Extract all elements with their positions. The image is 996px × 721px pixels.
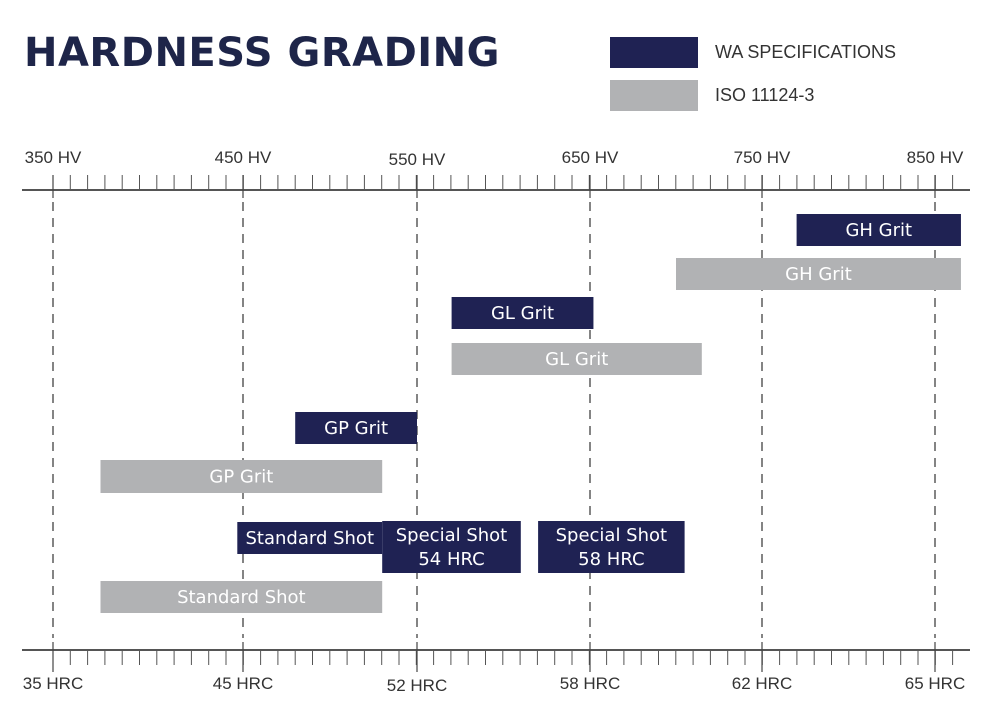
bar-wa xyxy=(796,214,961,246)
top-tick-label: 750 HV xyxy=(734,148,791,167)
bar-wa xyxy=(451,297,594,329)
legend-label-iso: ISO 11124-3 xyxy=(715,85,815,105)
bar-iso xyxy=(100,460,383,493)
bar-label: Special Shot 58 HRC xyxy=(556,525,667,570)
bar-label: GH Grit xyxy=(845,220,912,241)
top-tick-label: 550 HV xyxy=(389,150,446,169)
bar-iso xyxy=(451,343,702,375)
bar-wa xyxy=(237,522,383,554)
bottom-tick-label: 62 HRC xyxy=(732,674,792,693)
top-tick-label: 450 HV xyxy=(215,148,272,167)
bar-label: GH Grit xyxy=(785,264,852,285)
bar-wa xyxy=(538,521,685,573)
top-tick-label: 650 HV xyxy=(562,148,619,167)
legend-swatch-wa xyxy=(610,37,698,68)
bottom-tick-label: 35 HRC xyxy=(23,674,83,693)
bar-wa xyxy=(295,412,417,444)
bar-label: GL Grit xyxy=(491,303,554,324)
bar-label: GP Grit xyxy=(209,467,273,488)
legend-swatch-iso xyxy=(610,80,698,111)
bottom-tick-label: 65 HRC xyxy=(905,674,965,693)
bar-label: Standard Shot xyxy=(177,587,306,608)
chart-title: HARDNESS GRADING xyxy=(24,30,500,76)
bar-iso xyxy=(100,581,383,613)
bar-wa xyxy=(382,521,521,573)
bottom-tick-label: 45 HRC xyxy=(213,674,273,693)
bar-label: GP Grit xyxy=(324,418,388,439)
bar-iso xyxy=(676,258,961,290)
bar-label: Standard Shot xyxy=(245,528,374,549)
bottom-tick-label: 58 HRC xyxy=(560,674,620,693)
bar-label: Special Shot 54 HRC xyxy=(396,525,507,570)
top-tick-label: 350 HV xyxy=(25,148,82,167)
top-tick-label: 850 HV xyxy=(907,148,964,167)
legend-label-wa: WA SPECIFICATIONS xyxy=(715,42,897,62)
bottom-tick-label: 52 HRC xyxy=(387,676,447,695)
bar-label: GL Grit xyxy=(545,349,608,370)
